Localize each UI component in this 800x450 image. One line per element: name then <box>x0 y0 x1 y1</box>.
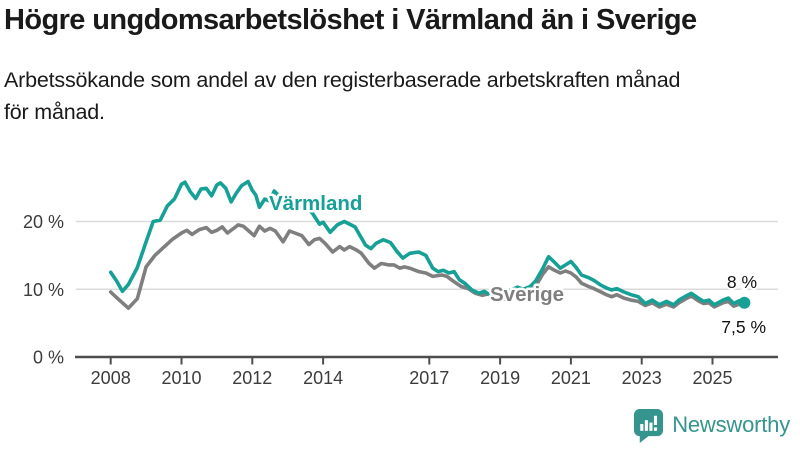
series-label-sverige: Sverige <box>490 283 564 306</box>
x-tick-label: 2019 <box>480 368 520 388</box>
series-label-värmland: Värmland <box>269 192 362 215</box>
bar-chart-speech-bubble-icon <box>634 408 664 443</box>
x-tick-label: 2017 <box>409 368 449 388</box>
end-value-annotation-värmland: 8 % <box>727 272 757 292</box>
end-value-annotation-sverige: 7,5 % <box>721 317 766 337</box>
series-end-dot <box>738 296 751 309</box>
x-tick-label: 2025 <box>692 368 732 388</box>
series-line-sverige <box>108 223 747 311</box>
y-tick-label: 20 % <box>23 212 64 232</box>
x-tick-label: 2010 <box>161 368 201 388</box>
x-tick-label: 2021 <box>551 368 591 388</box>
page-subtitle: Arbetssökande som andel av den registerb… <box>4 68 681 125</box>
newsworthy-logo: Newsworthy <box>632 407 790 443</box>
y-tick-label: 10 % <box>23 280 64 300</box>
series-line-värmland <box>108 179 747 307</box>
x-tick-label: 2014 <box>303 368 343 388</box>
brand-name: Newsworthy <box>672 412 790 437</box>
x-tick-label: 2008 <box>91 368 131 388</box>
y-tick-label: 0 % <box>33 348 64 368</box>
x-tick-label: 2012 <box>232 368 272 388</box>
page-title: Högre ungdomsarbetslöshet i Värmland än … <box>4 4 697 36</box>
x-tick-label: 2023 <box>622 368 662 388</box>
